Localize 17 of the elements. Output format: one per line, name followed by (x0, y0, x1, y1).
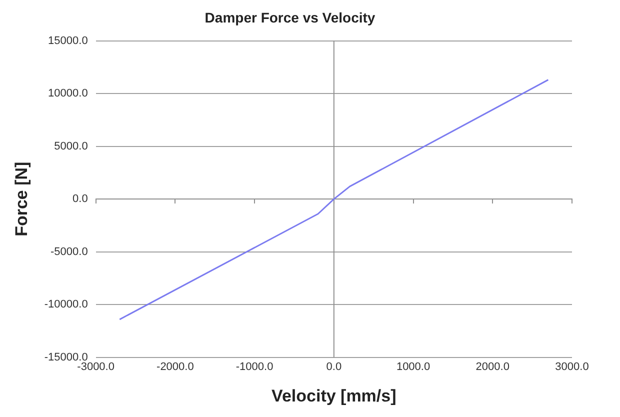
y-axis-title: Force [N] (12, 162, 31, 236)
x-axis-title: Velocity [mm/s] (272, 386, 396, 406)
x-tick-label: -2000.0 (156, 361, 194, 374)
x-tick-label: 1000.0 (396, 361, 430, 374)
y-tick-label: -5000.0 (50, 246, 88, 258)
y-tick-label: -10000.0 (44, 298, 88, 311)
chart-title: Damper Force vs Velocity (204, 9, 376, 26)
x-tick-label: 3000.0 (555, 361, 589, 374)
x-tick-label: -1000.0 (236, 361, 274, 374)
x-tick-label: 0.0 (326, 361, 342, 374)
y-tick-label: 15000.0 (48, 34, 88, 47)
y-tick-label: 10000.0 (48, 88, 88, 100)
x-tick-label: -3000.0 (77, 361, 114, 374)
x-tick-label: 2000.0 (476, 361, 510, 374)
y-tick-label: 0.0 (72, 193, 88, 206)
y-tick-label: 5000.0 (54, 140, 88, 152)
y-tick-label: -15000.0 (44, 351, 88, 364)
